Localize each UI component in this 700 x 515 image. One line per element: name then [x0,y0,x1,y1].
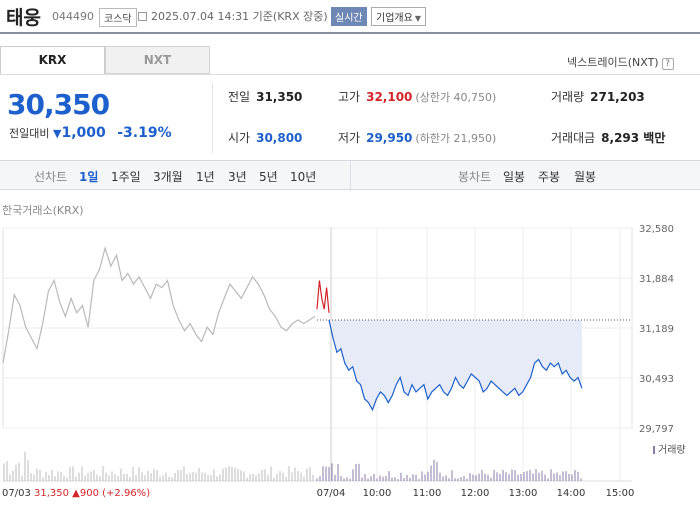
stat-value: 30,800 [256,131,303,145]
change-percent: -3.19% [117,125,172,141]
period-10y[interactable]: 10년 [290,170,317,184]
period-1w[interactable]: 1주일 [111,170,141,184]
stat-label: 전일 [228,90,251,104]
candle-monthly[interactable]: 월봉 [574,170,597,184]
prev-day-summary: 07/03 31,350 ▲900 (+2.96%) [2,488,150,499]
change-value: ▼1,000 [53,125,106,141]
down-arrow-icon: ▼ [52,127,62,140]
stat-low: 저가 29,950 (하한가 21,950) [338,129,496,146]
y-tick-label: 32,580 [639,224,674,235]
stock-header: 태웅 044490 코스닥 2025.07.04 14:31 기준(KRX 장중… [0,0,700,34]
area-fill [329,319,582,410]
stat-label: 시가 [228,131,251,145]
exchange-tabs: KRX NXT [0,46,210,74]
stat-label: 저가 [338,131,361,145]
price-series-line [2,245,316,364]
period-1y[interactable]: 1년 [196,170,215,184]
x-tick-label: 11:00 [413,488,442,499]
x-tick-label: 15:00 [606,488,635,499]
exchange-label: 한국거래소(KRX) [2,204,84,217]
candle-chart-title: 봉차트 [458,170,492,184]
stat-label: 거래량 [551,90,585,104]
x-tick-label: 07/04 [317,488,346,499]
x-tick-label: 12:00 [461,488,490,499]
x-tick-label: 14:00 [557,488,586,499]
price-series-line [328,319,583,412]
nextrade-link[interactable]: 넥스트레이드(NXT)? [567,54,674,70]
legend-swatch [653,446,655,454]
stock-code: 044490 [52,10,94,23]
stat-amount: 거래대금 8,293 백만 [551,129,665,146]
lower-limit: (하한가 21,950) [415,132,497,145]
stat-value: 32,100 [366,90,413,104]
nextrade-label: 넥스트레이드(NXT) [567,56,659,69]
tab-nxt[interactable]: NXT [105,46,210,74]
candle-weekly[interactable]: 주봉 [538,170,561,184]
candle-daily[interactable]: 일봉 [503,170,526,184]
period-5y[interactable]: 5년 [259,170,278,184]
upper-limit: (상한가 40,750) [415,91,497,104]
price-series-line [316,280,330,313]
chart-toolbar: 선차트 1일 1주일 3개월 1년 3년 5년 10년 봉차트 일봉 주봉 월봉 [0,160,700,191]
stock-name: 태웅 [6,7,41,29]
stat-volume: 거래량 271,203 [551,88,645,105]
divider [350,161,351,191]
divider [212,83,213,153]
period-1d[interactable]: 1일 [79,170,99,184]
x-tick-label: 10:00 [363,488,392,499]
market-badge: 코스닥 [99,8,137,27]
chevron-down-icon: ▼ [414,14,421,23]
divider [0,74,700,75]
quote-datetime: 2025.07.04 14:31 기준(KRX 장중) [138,8,328,24]
calendar-icon [138,12,147,21]
stat-value: 29,950 [366,131,413,145]
x-tick-label: 13:00 [509,488,538,499]
period-3y[interactable]: 3년 [228,170,247,184]
stat-label: 거래대금 [551,131,596,145]
tab-krx[interactable]: KRX [0,46,105,74]
datetime-text: 2025.07.04 14:31 기준(KRX 장중) [151,10,328,23]
stat-label: 고가 [338,90,361,104]
plot-frame [2,227,633,429]
change-label: 전일대비 [9,127,50,140]
y-tick-label: 30,493 [639,374,674,385]
price-change: 전일대비 ▼1,000 -3.19% [9,125,172,141]
stat-value: 8,293 백만 [601,131,666,145]
change-amount: 1,000 [61,125,106,141]
volume-legend: 거래량 [658,444,686,456]
corp-info-label: 기업개요 [376,13,413,24]
current-price: 30,350 [7,88,110,121]
y-tick-label: 31,884 [639,274,674,285]
line-chart-title: 선차트 [34,170,68,184]
help-icon[interactable]: ? [661,58,674,70]
y-tick-label: 31,189 [639,324,674,335]
corp-info-dropdown[interactable]: 기업개요 ▼ [371,7,426,26]
y-tick-label: 29,797 [639,424,674,435]
stat-open: 시가 30,800 [228,129,302,146]
stat-value: 271,203 [590,90,645,104]
realtime-button[interactable]: 실시간 [331,7,367,26]
stat-high: 고가 32,100 (상한가 40,750) [338,88,496,105]
stat-prev-close: 전일 31,350 [228,88,302,105]
period-3m[interactable]: 3개월 [153,170,183,184]
stat-value: 31,350 [256,90,303,104]
